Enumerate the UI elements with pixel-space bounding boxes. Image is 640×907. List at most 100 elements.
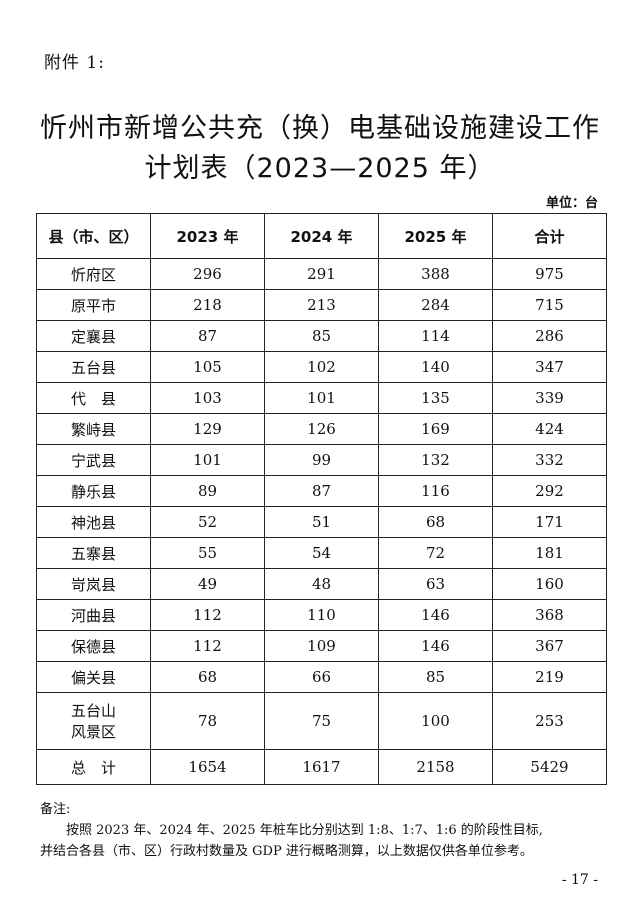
total-label: 总 计 <box>36 749 151 785</box>
value-2025: 63 <box>378 568 493 600</box>
value-2025: 146 <box>378 599 493 631</box>
table-row: 偏关县 68 66 85 219 <box>36 661 607 693</box>
table-row: 岢岚县 49 48 63 160 <box>36 568 607 600</box>
value-2023: 89 <box>150 475 265 507</box>
table-header-row: 县（市、区） 2023 年 2024 年 2025 年 合计 <box>36 213 607 259</box>
value-2024: 85 <box>264 320 379 352</box>
table-row: 原平市 218 213 284 715 <box>36 289 607 321</box>
value-total: 286 <box>492 320 607 352</box>
value-total: 975 <box>492 258 607 290</box>
value-total: 253 <box>492 692 607 750</box>
county-name: 原平市 <box>36 289 151 321</box>
value-2024: 51 <box>264 506 379 538</box>
value-2023: 101 <box>150 444 265 476</box>
county-name: 忻府区 <box>36 258 151 290</box>
county-name: 宁武县 <box>36 444 151 476</box>
value-total: 367 <box>492 630 607 662</box>
value-2025: 132 <box>378 444 493 476</box>
value-2025: 85 <box>378 661 493 693</box>
value-2024: 126 <box>264 413 379 445</box>
table-row: 五台山 风景区 78 75 100 253 <box>36 692 607 750</box>
table-row: 静乐县 89 87 116 292 <box>36 475 607 507</box>
county-name: 静乐县 <box>36 475 151 507</box>
value-2025: 140 <box>378 351 493 383</box>
value-2024: 48 <box>264 568 379 600</box>
value-total: 347 <box>492 351 607 383</box>
county-name: 定襄县 <box>36 320 151 352</box>
notes-line-2: 并结合各县（市、区）行政村数量及 GDP 进行概略测算，以上数据仅供各单位参考。 <box>40 844 533 859</box>
county-name: 代 县 <box>36 382 151 414</box>
value-2023: 296 <box>150 258 265 290</box>
notes-line-1: 按照 2023 年、2024 年、2025 年桩车比分别达到 1:8、1:7、1… <box>66 823 543 838</box>
notes-block: 备注: 按照 2023 年、2024 年、2025 年桩车比分别达到 1:8、1… <box>40 799 610 862</box>
plan-table: 县（市、区） 2023 年 2024 年 2025 年 合计 忻府区 296 2… <box>36 213 607 785</box>
value-2024: 291 <box>264 258 379 290</box>
table-row: 代 县 103 101 135 339 <box>36 382 607 414</box>
value-2023: 103 <box>150 382 265 414</box>
notes-label: 备注: <box>40 802 71 817</box>
table-row: 河曲县 112 110 146 368 <box>36 599 607 631</box>
value-2025: 72 <box>378 537 493 569</box>
value-2025: 284 <box>378 289 493 321</box>
value-2023: 55 <box>150 537 265 569</box>
value-2023: 49 <box>150 568 265 600</box>
county-name: 五寨县 <box>36 537 151 569</box>
value-2023: 218 <box>150 289 265 321</box>
grand-total: 5429 <box>492 749 607 785</box>
value-2024: 101 <box>264 382 379 414</box>
table-row: 忻府区 296 291 388 975 <box>36 258 607 290</box>
county-name-line-2: 风景区 <box>70 723 116 741</box>
value-total: 424 <box>492 413 607 445</box>
value-2024: 102 <box>264 351 379 383</box>
total-2024: 1617 <box>264 749 379 785</box>
value-2024: 109 <box>264 630 379 662</box>
value-2023: 68 <box>150 661 265 693</box>
table-row: 保德县 112 109 146 367 <box>36 630 607 662</box>
value-2024: 66 <box>264 661 379 693</box>
total-2025: 2158 <box>378 749 493 785</box>
value-total: 292 <box>492 475 607 507</box>
county-name-line-1: 五台山 <box>70 702 116 720</box>
value-2024: 99 <box>264 444 379 476</box>
value-2025: 146 <box>378 630 493 662</box>
county-name: 神池县 <box>36 506 151 538</box>
county-name: 繁峙县 <box>36 413 151 445</box>
value-2023: 52 <box>150 506 265 538</box>
value-2024: 213 <box>264 289 379 321</box>
table-row: 繁峙县 129 126 169 424 <box>36 413 607 445</box>
county-name: 岢岚县 <box>36 568 151 600</box>
attachment-label: 附件 1: <box>44 53 105 73</box>
value-total: 332 <box>492 444 607 476</box>
unit-label: 单位：台 <box>545 196 598 211</box>
page-number: - 17 - <box>561 872 598 888</box>
value-2025: 388 <box>378 258 493 290</box>
value-total: 219 <box>492 661 607 693</box>
header-county: 县（市、区） <box>36 213 151 259</box>
value-2024: 75 <box>264 692 379 750</box>
value-2025: 169 <box>378 413 493 445</box>
value-2025: 135 <box>378 382 493 414</box>
table-row: 宁武县 101 99 132 332 <box>36 444 607 476</box>
value-2025: 68 <box>378 506 493 538</box>
table-row: 神池县 52 51 68 171 <box>36 506 607 538</box>
value-2023: 87 <box>150 320 265 352</box>
value-2024: 54 <box>264 537 379 569</box>
county-name: 保德县 <box>36 630 151 662</box>
total-row: 总 计 1654 1617 2158 5429 <box>36 749 607 785</box>
document-title-line-1: 忻州市新增公共充（换）电基础设施建设工作 <box>40 113 600 144</box>
value-2023: 112 <box>150 630 265 662</box>
value-2023: 112 <box>150 599 265 631</box>
value-2024: 110 <box>264 599 379 631</box>
value-2023: 78 <box>150 692 265 750</box>
header-total: 合计 <box>492 213 607 259</box>
total-2023: 1654 <box>150 749 265 785</box>
value-2025: 100 <box>378 692 493 750</box>
county-name: 偏关县 <box>36 661 151 693</box>
value-2023: 129 <box>150 413 265 445</box>
value-2024: 87 <box>264 475 379 507</box>
table-row: 五台县 105 102 140 347 <box>36 351 607 383</box>
header-2023: 2023 年 <box>150 213 265 259</box>
county-name: 五台县 <box>36 351 151 383</box>
value-total: 160 <box>492 568 607 600</box>
value-total: 715 <box>492 289 607 321</box>
